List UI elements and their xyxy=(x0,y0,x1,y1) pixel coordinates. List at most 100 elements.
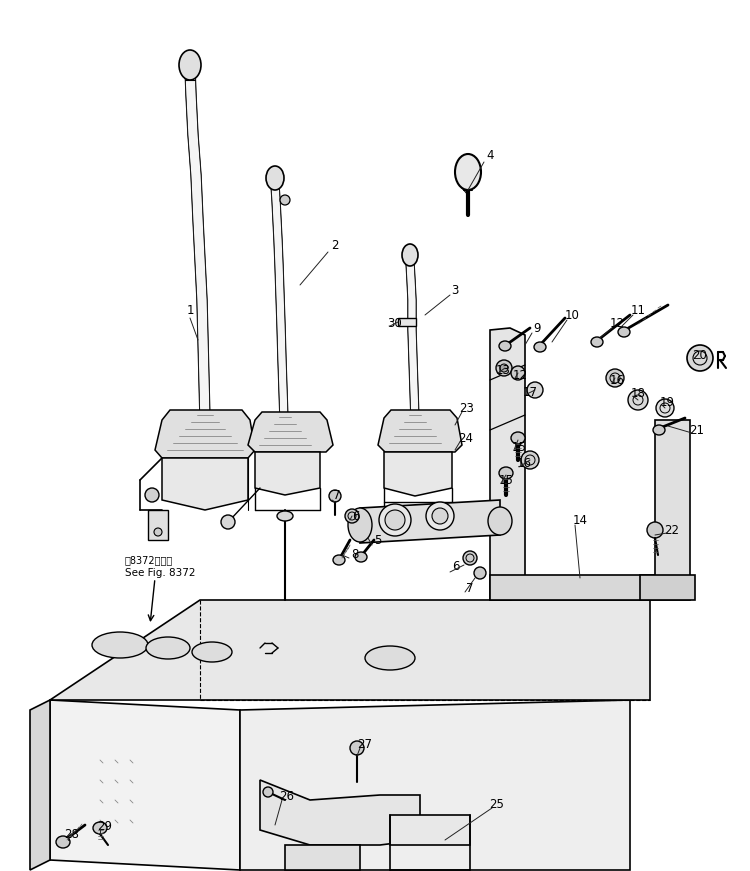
Ellipse shape xyxy=(192,642,232,662)
Ellipse shape xyxy=(647,522,663,538)
Ellipse shape xyxy=(407,511,423,527)
Polygon shape xyxy=(390,815,470,845)
Ellipse shape xyxy=(463,551,477,565)
Ellipse shape xyxy=(350,741,364,755)
Ellipse shape xyxy=(653,425,665,435)
Ellipse shape xyxy=(93,822,107,834)
Polygon shape xyxy=(490,575,690,600)
Ellipse shape xyxy=(521,451,539,469)
Text: 10: 10 xyxy=(565,308,580,321)
Ellipse shape xyxy=(348,508,372,542)
Ellipse shape xyxy=(221,515,235,529)
Polygon shape xyxy=(378,410,462,452)
Polygon shape xyxy=(384,452,452,496)
Text: See Fig. 8372: See Fig. 8372 xyxy=(125,568,196,578)
Text: 15: 15 xyxy=(499,474,514,487)
Ellipse shape xyxy=(606,369,624,387)
Text: 14: 14 xyxy=(572,514,587,526)
Ellipse shape xyxy=(426,502,454,530)
Text: 27: 27 xyxy=(358,739,373,752)
Polygon shape xyxy=(185,68,210,455)
Text: 26: 26 xyxy=(280,791,295,804)
Text: 7: 7 xyxy=(466,582,474,595)
Text: 30: 30 xyxy=(388,316,402,329)
Text: 12: 12 xyxy=(512,368,527,381)
Polygon shape xyxy=(162,458,248,510)
Ellipse shape xyxy=(345,509,359,523)
Polygon shape xyxy=(30,700,50,870)
Ellipse shape xyxy=(146,637,190,659)
Text: 図8372図参照: 図8372図参照 xyxy=(125,555,173,565)
Text: 2: 2 xyxy=(332,239,339,252)
Polygon shape xyxy=(255,452,320,495)
Bar xyxy=(148,510,168,540)
Ellipse shape xyxy=(365,646,415,670)
Ellipse shape xyxy=(56,836,70,848)
Text: 29: 29 xyxy=(98,820,112,833)
Ellipse shape xyxy=(687,345,713,371)
Ellipse shape xyxy=(499,341,511,351)
Ellipse shape xyxy=(628,390,648,410)
Text: 24: 24 xyxy=(458,431,473,444)
Polygon shape xyxy=(360,500,500,543)
Ellipse shape xyxy=(179,50,201,80)
Polygon shape xyxy=(240,700,630,870)
Text: 18: 18 xyxy=(631,387,646,400)
Text: 17: 17 xyxy=(523,386,538,399)
Ellipse shape xyxy=(280,195,290,205)
Ellipse shape xyxy=(379,504,411,536)
Ellipse shape xyxy=(402,244,418,266)
Text: 12: 12 xyxy=(610,316,625,329)
Polygon shape xyxy=(260,780,420,845)
Ellipse shape xyxy=(329,490,341,502)
Ellipse shape xyxy=(527,382,543,398)
Text: 3: 3 xyxy=(452,283,459,296)
Ellipse shape xyxy=(618,327,630,337)
Ellipse shape xyxy=(591,337,603,347)
Ellipse shape xyxy=(432,508,448,524)
Polygon shape xyxy=(406,262,419,450)
Text: 4: 4 xyxy=(486,148,494,161)
Ellipse shape xyxy=(266,166,284,190)
Ellipse shape xyxy=(656,399,674,417)
Ellipse shape xyxy=(534,342,546,352)
Text: 25: 25 xyxy=(490,799,505,812)
Polygon shape xyxy=(248,412,333,452)
Polygon shape xyxy=(490,328,525,600)
Text: 5: 5 xyxy=(374,534,382,546)
Text: 1: 1 xyxy=(186,303,194,316)
Ellipse shape xyxy=(496,360,512,376)
Text: 16: 16 xyxy=(517,456,532,469)
Ellipse shape xyxy=(333,555,345,565)
Ellipse shape xyxy=(511,432,525,444)
Text: 6: 6 xyxy=(352,510,360,523)
Text: 13: 13 xyxy=(496,363,511,376)
Text: 7: 7 xyxy=(333,489,340,502)
Ellipse shape xyxy=(385,510,405,530)
Text: 20: 20 xyxy=(692,348,707,361)
Ellipse shape xyxy=(488,507,512,535)
Ellipse shape xyxy=(499,467,513,479)
Ellipse shape xyxy=(145,488,159,502)
Ellipse shape xyxy=(511,366,525,380)
Text: 9: 9 xyxy=(533,321,541,334)
Ellipse shape xyxy=(263,787,273,797)
Bar xyxy=(398,318,416,326)
Ellipse shape xyxy=(500,364,508,372)
Text: 15: 15 xyxy=(512,441,526,454)
Ellipse shape xyxy=(92,632,148,658)
Text: 11: 11 xyxy=(631,303,646,316)
Polygon shape xyxy=(50,600,650,700)
Text: 21: 21 xyxy=(689,423,704,436)
Text: 22: 22 xyxy=(664,523,680,537)
Polygon shape xyxy=(155,410,255,458)
Text: 16: 16 xyxy=(610,374,625,387)
Ellipse shape xyxy=(474,567,486,579)
Polygon shape xyxy=(285,845,360,870)
Polygon shape xyxy=(50,700,240,870)
Text: 8: 8 xyxy=(351,549,358,562)
Ellipse shape xyxy=(277,511,293,521)
Text: 23: 23 xyxy=(460,402,475,415)
Text: 28: 28 xyxy=(64,827,80,841)
Ellipse shape xyxy=(455,154,481,190)
